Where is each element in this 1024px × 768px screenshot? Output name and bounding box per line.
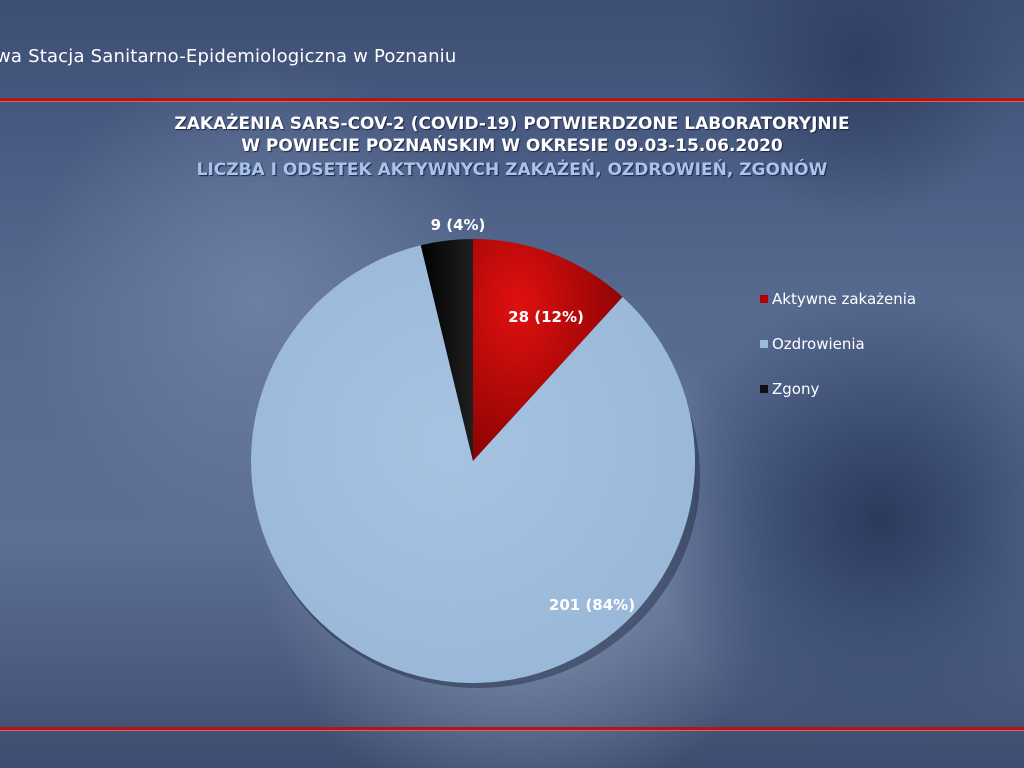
slice-label-aktywne-zakażenia: 28 (12%)	[508, 308, 584, 326]
chart-title-line-1: ZAKAŻENIA SARS-COV-2 (COVID-19) POTWIERD…	[174, 114, 850, 134]
pie-slice-ozdrowienia	[250, 245, 695, 684]
top-divider	[0, 98, 1024, 102]
legend-swatch	[760, 340, 768, 348]
legend-swatch	[760, 295, 768, 303]
legend-label: Ozdrowienia	[772, 335, 865, 353]
legend-swatch	[760, 385, 768, 393]
slice-label-ozdrowienia: 201 (84%)	[549, 596, 635, 614]
chart-title-line-2: W POWIECIE POZNAŃSKIM W OKRESIE 09.03-15…	[241, 136, 783, 156]
legend-item-aktywne-zakażenia: Aktywne zakażenia	[760, 290, 916, 335]
institution-name: wa Stacja Sanitarno-Epidemiologiczna w P…	[0, 46, 457, 67]
legend-label: Zgony	[772, 380, 820, 398]
pie-slice-zgony	[420, 239, 473, 461]
slice-label-zgony: 9 (4%)	[431, 216, 486, 234]
legend-item-ozdrowienia: Ozdrowienia	[760, 335, 916, 380]
bottom-divider	[0, 727, 1024, 731]
legend: Aktywne zakażenia Ozdrowienia Zgony	[760, 290, 916, 425]
legend-item-zgony: Zgony	[760, 380, 916, 425]
chart-subtitle: LICZBA I ODSETEK AKTYWNYCH ZAKAŻEŃ, OZDR…	[196, 160, 828, 180]
pie-slice-aktywne-zakażenia	[473, 239, 623, 461]
legend-label: Aktywne zakażenia	[772, 290, 917, 308]
